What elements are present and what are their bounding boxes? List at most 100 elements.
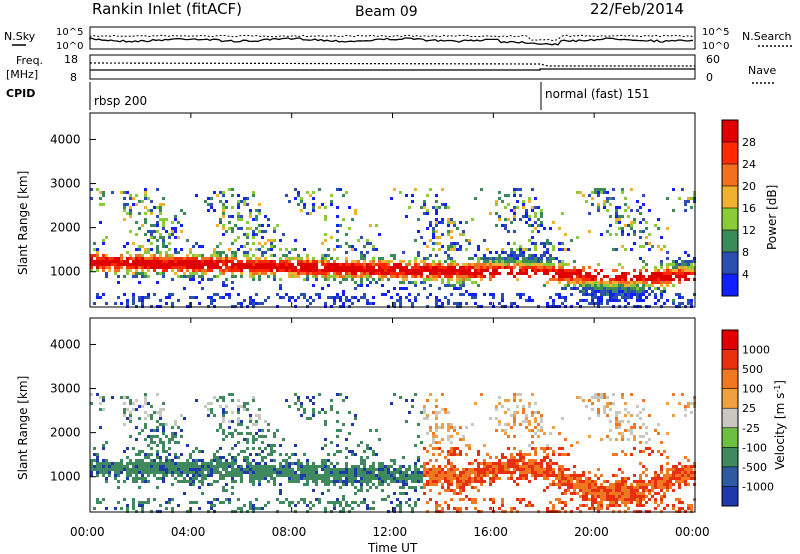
velocity-cell	[231, 432, 234, 435]
velocity-cell	[672, 504, 675, 507]
velocity-cell	[633, 435, 636, 438]
power-cell	[432, 269, 435, 272]
power-cell	[552, 221, 555, 224]
velocity-cell	[162, 426, 165, 429]
power-cell	[516, 272, 519, 275]
velocity-cell	[675, 465, 678, 468]
velocity-cell	[249, 465, 252, 468]
power-cell	[180, 248, 183, 251]
power-cell	[267, 296, 270, 299]
power-cell	[279, 266, 282, 269]
velocity-cell	[351, 480, 354, 483]
velocity-cell	[417, 477, 420, 480]
velocity-cell	[615, 438, 618, 441]
power-cell	[96, 293, 99, 296]
power-cell	[537, 269, 540, 272]
power-cell	[276, 293, 279, 296]
velocity-cell	[96, 459, 99, 462]
power-cell	[231, 215, 234, 218]
power-cell	[105, 275, 108, 278]
velocity-cell	[408, 498, 411, 501]
velocity-cell	[345, 504, 348, 507]
velocity-cell	[141, 468, 144, 471]
velocity-cell	[447, 468, 450, 471]
power-cell	[543, 254, 546, 257]
power-cell	[408, 269, 411, 272]
power-cell	[636, 209, 639, 212]
power-cell	[660, 236, 663, 239]
velocity-cell	[297, 477, 300, 480]
velocity-cell	[207, 465, 210, 468]
power-cell	[321, 257, 324, 260]
velocity-cell	[576, 441, 579, 444]
velocity-cell	[648, 483, 651, 486]
velocity-cell	[264, 465, 267, 468]
power-cell	[600, 281, 603, 284]
colorbar-swatch	[722, 142, 738, 165]
velocity-cell	[465, 468, 468, 471]
power-cell	[459, 248, 462, 251]
velocity-cell	[609, 483, 612, 486]
power-cell	[231, 188, 234, 191]
power-cell	[228, 248, 231, 251]
velocity-cell	[450, 450, 453, 453]
velocity-cell	[210, 483, 213, 486]
power-cell	[153, 224, 156, 227]
power-cell	[234, 263, 237, 266]
power-cell	[681, 269, 684, 272]
power-cell	[126, 251, 129, 254]
velocity-cell	[555, 498, 558, 501]
power-cell	[522, 263, 525, 266]
power-cell	[303, 293, 306, 296]
velocity-cell	[255, 453, 258, 456]
power-cell	[531, 254, 534, 257]
power-cell	[174, 227, 177, 230]
velocity-cell	[354, 468, 357, 471]
power-cell	[144, 212, 147, 215]
power-cell	[579, 299, 582, 302]
velocity-cell	[153, 462, 156, 465]
power-cell	[423, 266, 426, 269]
power-cell	[252, 218, 255, 221]
velocity-cell	[276, 468, 279, 471]
velocity-cell	[654, 498, 657, 501]
velocity-cell	[432, 441, 435, 444]
power-cell	[609, 284, 612, 287]
velocity-cell	[333, 507, 336, 510]
power-cell	[321, 272, 324, 275]
velocity-cell	[303, 501, 306, 504]
power-cell	[306, 275, 309, 278]
velocity-cell	[219, 465, 222, 468]
velocity-cell	[342, 474, 345, 477]
velocity-cell	[588, 498, 591, 501]
velocity-cell	[324, 411, 327, 414]
velocity-cell	[678, 498, 681, 501]
velocity-cell	[195, 471, 198, 474]
power-cell	[528, 296, 531, 299]
velocity-cell	[498, 396, 501, 399]
velocity-cell	[510, 453, 513, 456]
power-cell	[303, 260, 306, 263]
velocity-cell	[474, 402, 477, 405]
velocity-cell	[333, 471, 336, 474]
velocity-cell	[537, 411, 540, 414]
power-cell	[567, 281, 570, 284]
power-cell	[630, 287, 633, 290]
power-cell	[615, 281, 618, 284]
velocity-cell	[633, 426, 636, 429]
power-cell	[531, 260, 534, 263]
velocity-cell	[150, 459, 153, 462]
colorbar-swatch	[722, 186, 738, 209]
velocity-cell	[408, 465, 411, 468]
power-cell	[474, 197, 477, 200]
power-cell	[531, 263, 534, 266]
power-cell	[126, 260, 129, 263]
velocity-cell	[246, 441, 249, 444]
velocity-cell	[144, 477, 147, 480]
power-cell	[282, 263, 285, 266]
power-cell	[159, 233, 162, 236]
power-cell	[423, 260, 426, 263]
power-cell	[435, 302, 438, 305]
velocity-cell	[555, 483, 558, 486]
power-cell	[129, 209, 132, 212]
